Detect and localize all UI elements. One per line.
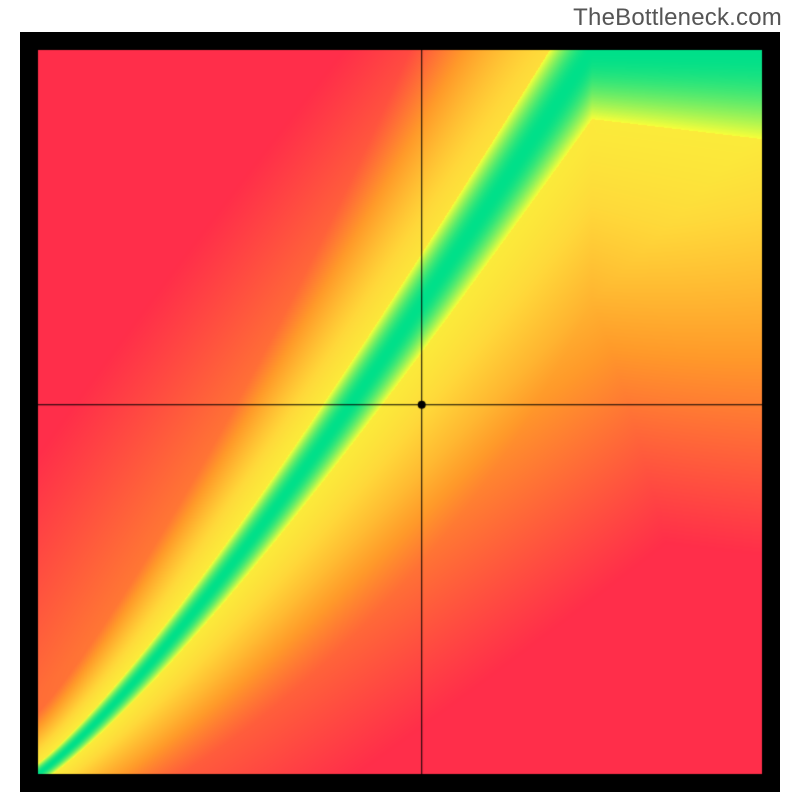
heatmap-frame — [20, 32, 780, 792]
watermark-text: TheBottleneck.com — [573, 4, 782, 32]
chart-container: TheBottleneck.com — [0, 0, 800, 800]
heatmap-canvas — [20, 32, 780, 792]
